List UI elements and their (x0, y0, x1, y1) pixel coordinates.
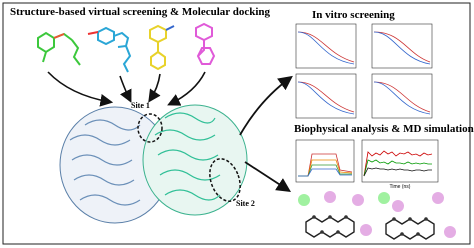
panel (295, 73, 357, 119)
ligand-1-accent (53, 33, 65, 39)
protein-chain-b (142, 104, 248, 216)
site1-label: Site 1 (131, 101, 150, 110)
arrow (239, 75, 293, 136)
dose-response-panels (295, 23, 433, 119)
frame (2, 2, 471, 245)
protein (59, 104, 248, 224)
arrow (244, 161, 292, 192)
ligand-4 (195, 22, 216, 65)
ligand-3 (149, 24, 167, 71)
interaction-diagrams (298, 191, 456, 240)
ligand-3-accent (165, 25, 175, 31)
panel (371, 23, 433, 69)
right-title-bottom: Biophysical analysis & MD simulation (294, 123, 474, 135)
interaction-right (378, 192, 456, 240)
docking-arrows (47, 71, 206, 107)
ligand-1 (37, 31, 81, 66)
ligand-2 (97, 26, 132, 73)
arrow (119, 75, 132, 103)
site2-label: Site 2 (236, 199, 255, 208)
arrow (167, 71, 206, 106)
ligands (37, 22, 216, 73)
md-plot (361, 139, 439, 183)
site1-circle (137, 113, 163, 143)
panel (295, 23, 357, 69)
md-x-label: Time (ns) (390, 184, 411, 190)
arrow (148, 73, 161, 103)
left-title: Structure-based virtual screening & Mole… (10, 6, 271, 18)
result-arrows (239, 75, 293, 192)
ribbons-b (154, 112, 221, 201)
interaction-left (298, 191, 372, 238)
ligand-2-accent (87, 31, 99, 35)
spr-plot (295, 139, 355, 183)
site2-circle (209, 158, 241, 202)
panel (371, 73, 433, 119)
arrow (47, 71, 114, 107)
ribbons-a (69, 119, 141, 206)
right-title-top: In vitro screening (312, 9, 395, 21)
